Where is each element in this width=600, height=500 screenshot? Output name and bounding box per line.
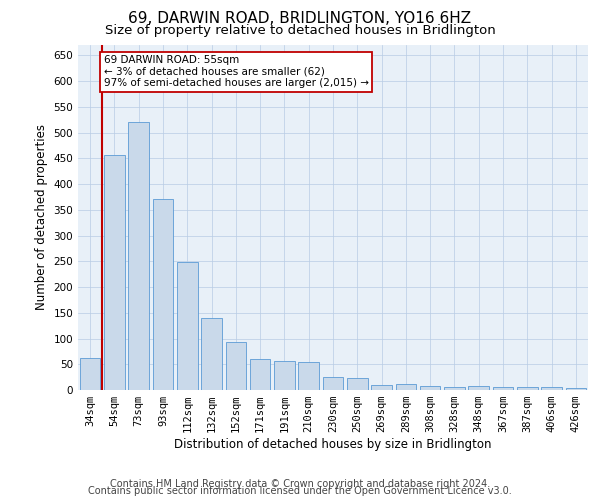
Text: 69, DARWIN ROAD, BRIDLINGTON, YO16 6HZ: 69, DARWIN ROAD, BRIDLINGTON, YO16 6HZ [128, 11, 472, 26]
Bar [274, 360, 295, 390]
X-axis label: Distribution of detached houses by size in Bridlington: Distribution of detached houses by size … [174, 438, 492, 451]
Bar [298, 362, 319, 390]
Bar [152, 200, 173, 390]
Bar [226, 342, 246, 390]
Y-axis label: Number of detached properties: Number of detached properties [35, 124, 48, 310]
Bar [469, 386, 489, 390]
Bar [493, 388, 514, 390]
Bar [395, 384, 416, 390]
Bar [541, 388, 562, 390]
Bar [250, 359, 271, 390]
Text: 69 DARWIN ROAD: 55sqm
← 3% of detached houses are smaller (62)
97% of semi-detac: 69 DARWIN ROAD: 55sqm ← 3% of detached h… [104, 56, 368, 88]
Bar [80, 358, 100, 390]
Bar [566, 388, 586, 390]
Text: Contains public sector information licensed under the Open Government Licence v3: Contains public sector information licen… [88, 486, 512, 496]
Bar [444, 387, 465, 390]
Bar [128, 122, 149, 390]
Bar [323, 377, 343, 390]
Bar [177, 262, 197, 390]
Bar [371, 385, 392, 390]
Bar [517, 388, 538, 390]
Bar [420, 386, 440, 390]
Bar [347, 378, 368, 390]
Bar [104, 154, 125, 390]
Bar [201, 318, 222, 390]
Text: Size of property relative to detached houses in Bridlington: Size of property relative to detached ho… [104, 24, 496, 37]
Text: Contains HM Land Registry data © Crown copyright and database right 2024.: Contains HM Land Registry data © Crown c… [110, 479, 490, 489]
